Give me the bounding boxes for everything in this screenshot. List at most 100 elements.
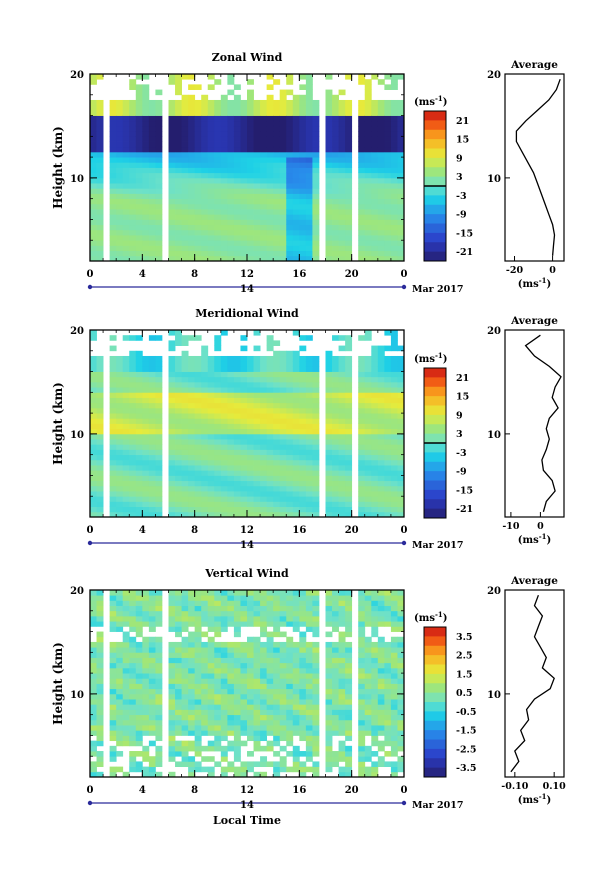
heatmap-cell — [214, 245, 222, 252]
heatmap-cell — [332, 397, 339, 404]
heatmap-cell — [292, 439, 300, 445]
heatmap-cell — [135, 740, 143, 747]
heatmap-cell — [220, 615, 228, 622]
heatmap-cell — [332, 418, 339, 424]
colorbar-band — [424, 683, 446, 694]
heatmap-cell — [292, 480, 300, 487]
heatmap-cell — [220, 131, 228, 137]
date-bar-end — [401, 540, 407, 546]
heatmap-cell — [266, 636, 274, 643]
heatmap-cell — [201, 172, 209, 179]
heatmap-cell — [345, 115, 353, 122]
heatmap-cell — [90, 454, 97, 461]
heatmap-cell — [247, 475, 254, 482]
heatmap-cell — [338, 219, 346, 226]
heatmap-cell — [240, 730, 248, 736]
heatmap-cell — [155, 188, 163, 194]
heatmap-cell — [175, 662, 182, 669]
heatmap-cell — [142, 376, 150, 383]
heatmap-cell — [312, 136, 320, 142]
heatmap-cell — [325, 146, 333, 153]
heatmap-cell — [181, 162, 189, 168]
heatmap-cell — [142, 110, 150, 116]
heatmap-cell — [155, 235, 163, 241]
heatmap-cell — [312, 219, 320, 226]
heatmap-cell — [155, 470, 163, 476]
heatmap-cell — [358, 167, 366, 174]
x-axis-label: Local Time — [213, 814, 281, 827]
heatmap-cell — [168, 506, 176, 513]
heatmap-cell — [253, 188, 261, 194]
heatmap-cell — [135, 449, 143, 456]
heatmap-cell — [253, 641, 261, 648]
heatmap-cell — [181, 376, 189, 383]
heatmap-cell — [194, 719, 202, 726]
heatmap-cell — [207, 250, 215, 257]
heatmap-cell — [122, 392, 130, 398]
heatmap-cell — [181, 470, 189, 476]
heatmap-cell — [194, 407, 202, 414]
colorbar-band — [424, 711, 446, 722]
heatmap-cell — [220, 641, 228, 648]
heatmap-cell — [384, 219, 392, 226]
heatmap-cell — [371, 413, 379, 419]
heatmap-cell — [279, 470, 287, 476]
heatmap-cell — [305, 188, 313, 194]
heatmap-cell — [148, 214, 156, 220]
heatmap-cell — [338, 454, 346, 461]
heatmap-cell — [305, 595, 313, 601]
heatmap-cell — [194, 626, 202, 632]
heatmap-cell — [338, 688, 346, 695]
heatmap-cell — [96, 402, 104, 409]
heatmap-cell — [358, 198, 366, 205]
heatmap-cell — [371, 423, 379, 430]
heatmap-cell — [338, 115, 346, 122]
heatmap-cell — [325, 491, 333, 497]
heatmap-cell — [135, 413, 143, 419]
heatmap-cell — [142, 751, 150, 757]
heatmap-cell — [109, 595, 117, 601]
heatmap-cell — [286, 704, 294, 710]
heatmap-cell — [260, 99, 268, 106]
heatmap-cell — [207, 740, 215, 747]
heatmap-cell — [286, 595, 294, 601]
heatmap-cell — [175, 387, 182, 393]
heatmap-cell — [129, 245, 137, 252]
heatmap-cell — [201, 136, 209, 142]
heatmap-cell — [273, 465, 281, 471]
heatmap-cell — [273, 433, 281, 440]
heatmap-cell — [142, 511, 150, 518]
heatmap-cell — [109, 255, 117, 262]
heatmap-cell — [253, 459, 261, 466]
heatmap-cell — [122, 605, 130, 612]
heatmap-cell — [364, 361, 372, 367]
heatmap-cell — [260, 491, 268, 497]
heatmap-cell — [358, 766, 366, 773]
heatmap-cell — [312, 366, 320, 372]
heatmap-cell — [273, 647, 281, 653]
heatmap-cell — [247, 162, 254, 168]
heatmap-cell — [96, 151, 104, 158]
heatmap-cell — [220, 423, 228, 430]
heatmap-cell — [201, 662, 209, 669]
heatmap-cell — [325, 209, 333, 215]
heatmap-cell — [188, 418, 196, 424]
heatmap-cell — [233, 183, 241, 189]
heatmap-cell — [358, 219, 366, 226]
heatmap-cell — [129, 167, 137, 174]
heatmap-cell — [168, 366, 176, 372]
heatmap-cell — [129, 506, 137, 513]
heatmap-cell — [390, 74, 398, 80]
heatmap-cell — [181, 340, 189, 346]
heatmap-cell — [168, 330, 176, 336]
heatmap-cell — [397, 647, 405, 653]
heatmap-cell — [279, 485, 287, 492]
heatmap-cell — [155, 115, 163, 122]
heatmap-cell — [214, 115, 222, 122]
heatmap-cell — [194, 402, 202, 409]
heatmap-cell — [279, 125, 287, 132]
heatmap-cell — [299, 198, 307, 205]
heatmap-cell — [260, 683, 268, 690]
heatmap-cell — [96, 485, 104, 492]
heatmap-cell — [214, 240, 222, 246]
